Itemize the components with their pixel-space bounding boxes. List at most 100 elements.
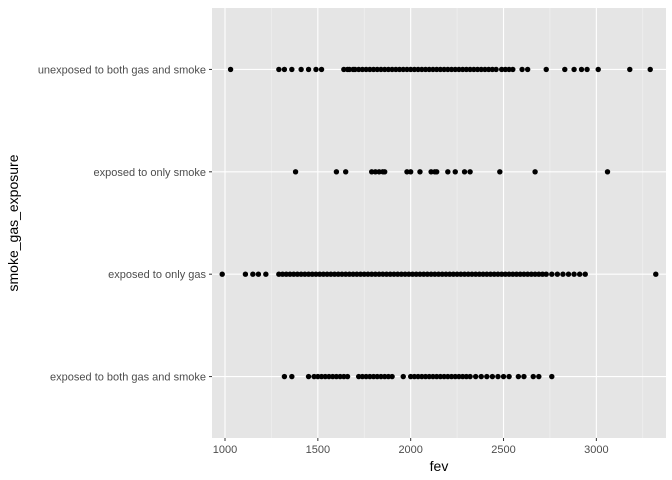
- data-point: [519, 66, 525, 73]
- data-point: [396, 66, 403, 73]
- data-point: [426, 373, 432, 380]
- data-point: [506, 373, 512, 380]
- x-tick-label: 2000: [398, 444, 422, 456]
- data-point: [376, 271, 382, 277]
- data-point: [465, 271, 471, 277]
- data-point: [409, 271, 416, 277]
- data-point: [404, 66, 410, 73]
- data-point: [380, 271, 386, 277]
- data-point: [302, 271, 308, 277]
- y-tick-label: exposed to only smoke: [93, 167, 206, 179]
- data-point: [433, 66, 440, 73]
- data-point: [411, 66, 418, 73]
- data-point: [227, 66, 234, 73]
- data-point: [452, 66, 458, 73]
- data-point: [372, 169, 379, 175]
- data-point: [305, 373, 312, 380]
- data-point: [441, 373, 447, 380]
- data-point: [276, 271, 282, 277]
- data-point: [381, 169, 388, 175]
- data-point: [381, 373, 388, 380]
- data-point: [292, 169, 299, 175]
- data-point: [344, 373, 351, 380]
- data-point: [411, 373, 418, 380]
- data-point: [387, 271, 393, 277]
- data-point: [391, 271, 397, 277]
- data-point: [452, 373, 458, 380]
- data-point: [305, 271, 312, 277]
- data-point: [450, 271, 457, 277]
- data-point: [510, 271, 516, 277]
- data-point: [383, 271, 390, 277]
- data-point: [521, 373, 527, 380]
- data-point: [283, 271, 289, 277]
- data-point: [474, 66, 481, 73]
- data-point: [489, 66, 496, 73]
- data-point: [456, 373, 462, 380]
- data-point: [335, 271, 341, 277]
- grid-minor: [271, 8, 644, 438]
- data-point: [493, 66, 499, 73]
- data-point: [394, 271, 401, 277]
- data-point: [359, 373, 366, 380]
- data-point: [305, 66, 312, 73]
- data-point: [367, 373, 373, 380]
- data-point: [346, 271, 353, 277]
- data-point: [298, 271, 304, 277]
- data-point: [432, 271, 438, 277]
- data-point: [517, 271, 523, 277]
- data-point: [549, 271, 555, 277]
- data-point: [368, 169, 375, 175]
- data-point: [524, 66, 531, 73]
- data-point: [381, 66, 388, 73]
- data-point: [543, 66, 549, 73]
- data-point: [355, 66, 362, 73]
- data-point: [578, 66, 585, 73]
- data-point: [498, 66, 505, 73]
- data-point: [467, 169, 473, 175]
- data-point: [324, 271, 330, 277]
- data-point: [448, 66, 455, 73]
- data-point: [385, 373, 392, 380]
- data-points: [219, 66, 659, 380]
- data-point: [365, 271, 371, 277]
- data-point: [445, 373, 451, 380]
- data-point: [378, 66, 384, 73]
- data-point: [495, 271, 501, 277]
- data-point: [333, 169, 340, 175]
- data-point: [433, 169, 440, 175]
- data-point: [289, 66, 295, 73]
- data-point: [463, 66, 470, 73]
- data-point: [422, 66, 429, 73]
- data-point: [415, 373, 421, 380]
- data-point: [506, 271, 512, 277]
- data-point: [298, 66, 304, 73]
- data-point: [467, 66, 473, 73]
- data-point: [331, 271, 338, 277]
- data-point: [328, 271, 334, 277]
- data-point: [484, 373, 490, 380]
- data-point: [467, 373, 473, 380]
- y-axis: exposed to both gas and smoke exposed to …: [38, 64, 212, 384]
- data-point: [571, 66, 577, 73]
- data-point: [363, 373, 369, 380]
- data-point: [413, 271, 419, 277]
- data-point: [294, 271, 301, 277]
- data-point: [367, 66, 373, 73]
- data-point: [287, 271, 293, 277]
- data-point: [341, 66, 347, 73]
- y-tick-label: exposed to both gas and smoke: [50, 372, 206, 384]
- data-point: [459, 373, 466, 380]
- data-point: [309, 271, 315, 277]
- data-point: [415, 66, 421, 73]
- data-point: [433, 373, 440, 380]
- data-point: [560, 271, 566, 277]
- data-point: [389, 373, 395, 380]
- data-point: [326, 373, 332, 380]
- data-point: [359, 66, 366, 73]
- data-point: [368, 271, 375, 277]
- data-point: [363, 66, 369, 73]
- data-point: [426, 66, 432, 73]
- data-point: [400, 66, 406, 73]
- data-point: [536, 271, 542, 277]
